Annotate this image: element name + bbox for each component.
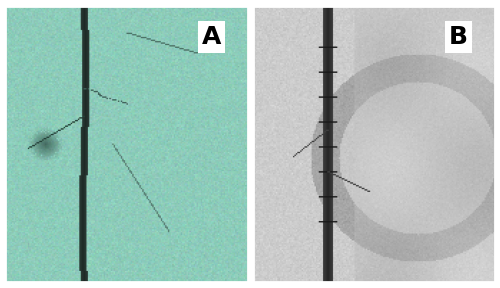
Text: B: B — [449, 25, 468, 49]
Text: A: A — [202, 25, 221, 49]
